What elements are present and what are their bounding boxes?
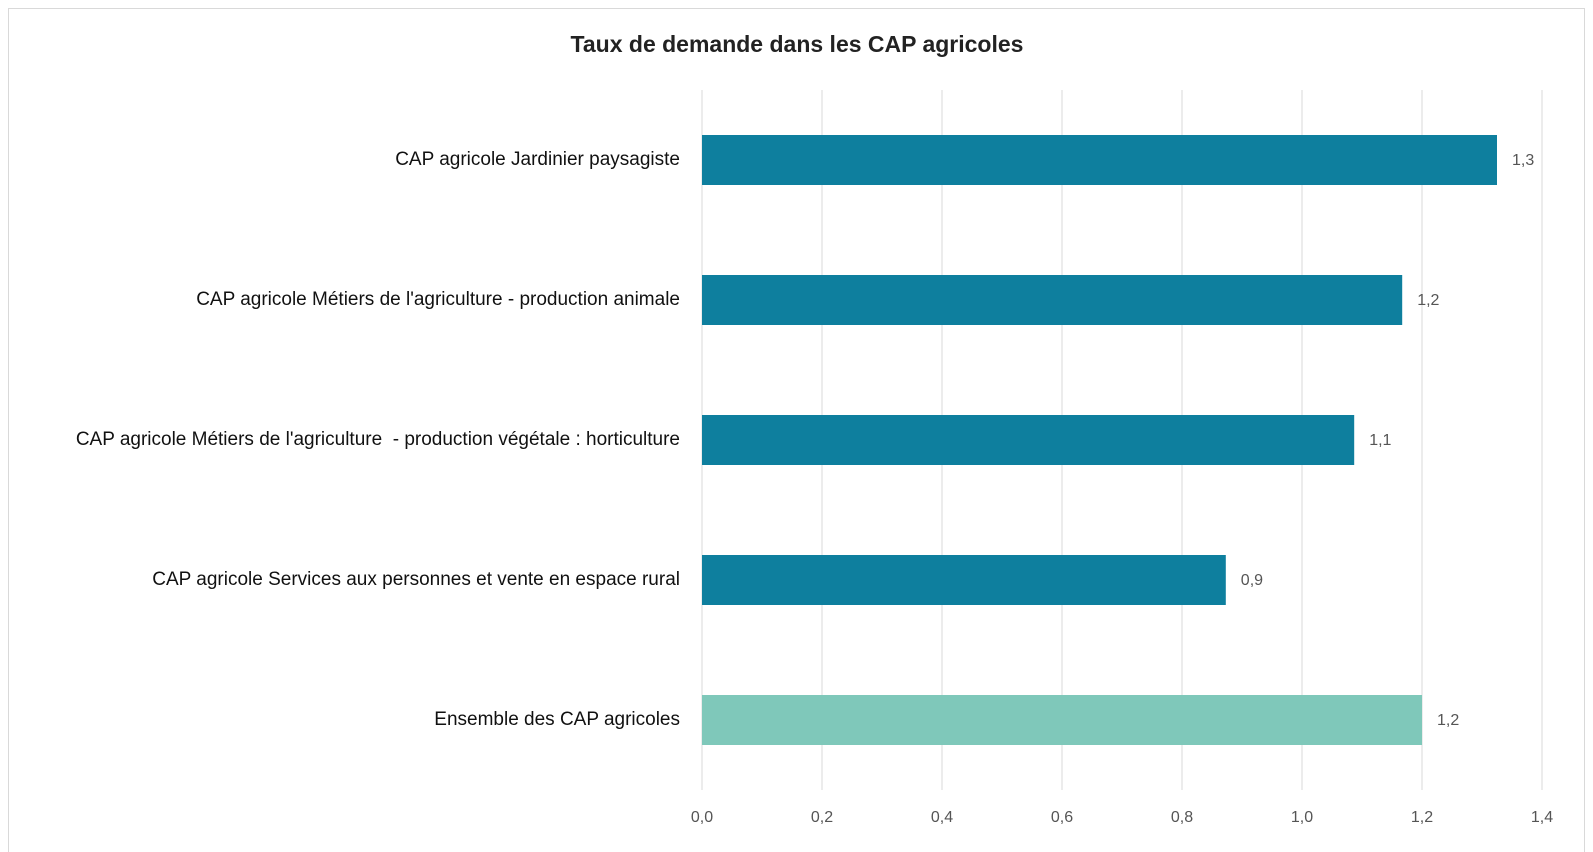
bar bbox=[702, 695, 1422, 745]
bar bbox=[702, 555, 1226, 605]
value-label: 1,3 bbox=[1512, 152, 1534, 169]
value-label: 1,2 bbox=[1437, 712, 1459, 729]
bar bbox=[702, 135, 1497, 185]
category-label: Ensemble des CAP agricoles bbox=[434, 709, 680, 730]
category-label: CAP agricole Métiers de l'agriculture - … bbox=[196, 289, 680, 310]
x-tick-label: 0,0 bbox=[691, 809, 713, 826]
x-tick-label: 0,4 bbox=[931, 809, 953, 826]
chart-title: Taux de demande dans les CAP agricoles bbox=[571, 31, 1024, 57]
bar bbox=[702, 275, 1403, 325]
bar bbox=[702, 415, 1355, 465]
x-tick-label: 1,0 bbox=[1291, 809, 1313, 826]
x-tick-label: 1,2 bbox=[1411, 809, 1433, 826]
category-label: CAP agricole Jardinier paysagiste bbox=[395, 149, 680, 170]
category-label: CAP agricole Services aux personnes et v… bbox=[152, 569, 680, 590]
x-tick-label: 0,2 bbox=[811, 809, 833, 826]
x-tick-label: 0,6 bbox=[1051, 809, 1073, 826]
value-label: 0,9 bbox=[1241, 572, 1263, 589]
category-label: CAP agricole Métiers de l'agriculture - … bbox=[76, 429, 680, 450]
value-label: 1,1 bbox=[1369, 432, 1391, 449]
x-tick-label: 0,8 bbox=[1171, 809, 1193, 826]
value-label: 1,2 bbox=[1417, 292, 1439, 309]
x-tick-label: 1,4 bbox=[1531, 809, 1553, 826]
